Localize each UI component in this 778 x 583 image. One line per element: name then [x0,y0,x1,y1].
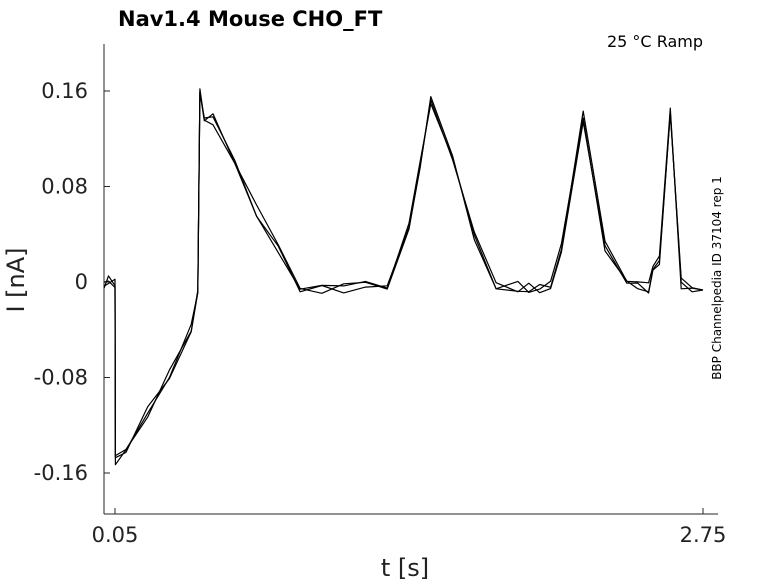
plot-area: 0.16 0.08 0 -0.08 -0.16 0.05 2.75 [34,44,727,547]
y-tick-label: 0.08 [41,175,88,199]
x-tick-label: 2.75 [680,523,727,547]
series-line [103,91,704,459]
y-tick-label: 0.16 [41,79,88,103]
condition-label: 25 °C Ramp [607,32,703,51]
side-label: BBP Channelpedia ID 37104 rep 1 [710,176,724,380]
series-line [103,91,704,466]
y-tick-label: 0 [75,270,88,294]
x-ticks: 0.05 2.75 [92,508,727,547]
x-tick-label: 0.05 [92,523,139,547]
y-tick-label: -0.08 [34,366,88,390]
x-axis-title: t [s] [381,554,429,582]
chart-title: Nav1.4 Mouse CHO_FT [118,7,383,31]
y-axis-title: I [nA] [2,247,30,312]
current-traces [103,88,704,466]
series-line [103,88,704,457]
y-ticks: 0.16 0.08 0 -0.08 -0.16 [34,79,110,485]
y-tick-label: -0.16 [34,461,88,485]
